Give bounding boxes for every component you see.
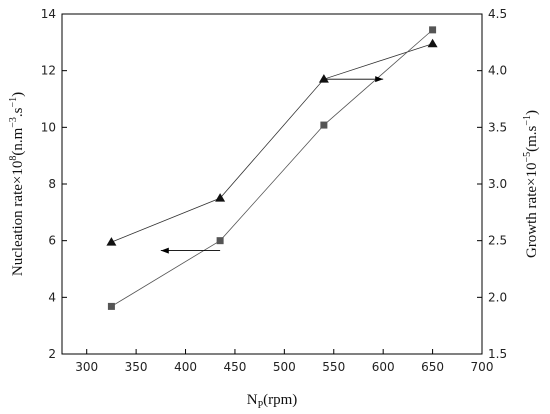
x-axis-title-subscript: P — [258, 400, 264, 411]
x-axis-title-base: N — [247, 392, 258, 408]
y-left-title-sup3: −1 — [8, 97, 19, 108]
y-left-title-sup1: 8 — [8, 156, 19, 161]
x-axis-title-rest: (rpm) — [263, 392, 297, 408]
y-left-tick-label: 2 — [48, 347, 56, 361]
y-right-tick-label: 4.0 — [488, 64, 507, 78]
y-left-title-pre: Nucleation rate×10 — [10, 161, 26, 277]
y-left-tick-label: 14 — [41, 7, 56, 21]
x-tick-label: 300 — [75, 360, 98, 374]
y-left-axis-title: Nucleation rate×108(n.m−3.s−1) — [8, 92, 26, 276]
x-tick-label: 400 — [174, 360, 197, 374]
y-right-title-sup1: −5 — [522, 152, 533, 163]
y-right-tick-label: 4.5 — [488, 7, 507, 21]
y-left-tick-label: 10 — [41, 120, 56, 134]
data-point-triangle — [106, 237, 117, 246]
plot-frame — [61, 13, 483, 355]
y-right-tick-label: 3.0 — [488, 177, 507, 191]
x-tick-label: 450 — [223, 360, 246, 374]
data-point-square — [429, 26, 437, 34]
x-tick-label: 550 — [322, 360, 345, 374]
y-left-title-sup2: −3 — [8, 117, 19, 128]
y-left-title-post: ) — [10, 92, 26, 97]
data-point-triangle — [318, 74, 329, 83]
y-right-title-mid: (m.s — [524, 125, 540, 151]
series-line-1 — [111, 43, 433, 243]
y-left-tick-label: 12 — [41, 64, 56, 78]
data-point-square — [320, 121, 328, 129]
y-right-tick-label: 2.0 — [488, 290, 507, 304]
y-left-title-mid: (n.m — [10, 127, 26, 155]
x-axis-title: NP(rpm) — [247, 392, 298, 411]
data-point-triangle — [215, 193, 226, 202]
x-tick-label: 350 — [125, 360, 148, 374]
data-point-square — [107, 302, 115, 310]
data-point-square — [216, 237, 224, 245]
x-tick-label: 500 — [273, 360, 296, 374]
y-left-tick-label: 8 — [48, 177, 56, 191]
y-left-tick-label: 6 — [48, 234, 56, 248]
y-right-title-sup2: −1 — [522, 115, 533, 126]
arrow-head — [160, 247, 169, 254]
y-left-title-mid2: .s — [10, 107, 26, 117]
y-left-tick-label: 4 — [48, 290, 56, 304]
arrow-head — [375, 76, 384, 83]
y-right-title-post: ) — [524, 110, 540, 115]
x-tick-label: 600 — [372, 360, 395, 374]
x-tick-label: 650 — [421, 360, 444, 374]
y-right-tick-label: 3.5 — [488, 120, 507, 134]
data-point-triangle — [427, 38, 438, 48]
series-line-2 — [111, 29, 433, 307]
y-right-axis-title: Growth rate×10−5(m.s−1) — [522, 110, 540, 258]
x-tick-label: 700 — [471, 360, 494, 374]
y-right-title-pre: Growth rate×10 — [524, 163, 540, 259]
y-right-tick-label: 1.5 — [488, 347, 507, 361]
y-right-tick-label: 2.5 — [488, 234, 507, 248]
